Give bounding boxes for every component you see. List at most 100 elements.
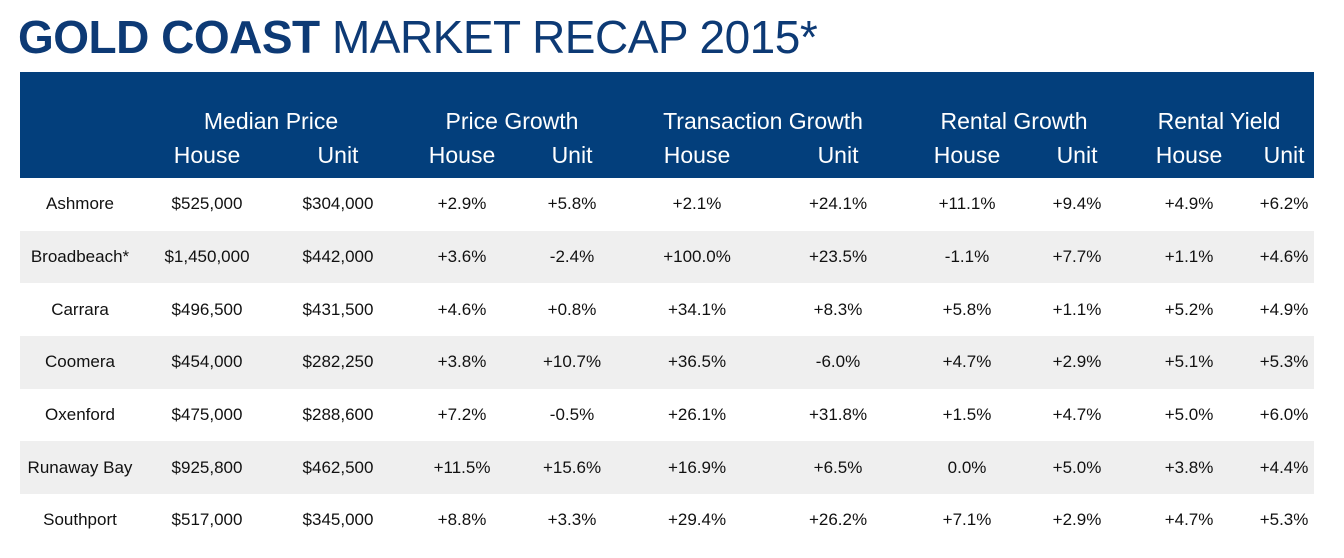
value-cell: $475,000 — [171, 405, 243, 425]
title-rest: MARKET RECAP 2015* — [331, 11, 818, 63]
suburb-name-cell: Coomera — [45, 352, 115, 372]
value-cell: +2.9% — [1052, 352, 1102, 372]
value-cell: +9.4% — [1052, 194, 1102, 214]
header-sub: Unit — [1263, 142, 1305, 168]
suburb-name-cell: Oxenford — [45, 405, 115, 425]
value-cell: +34.1% — [667, 299, 727, 319]
value-cell: $517,000 — [171, 510, 243, 530]
table-row: Southport $517,000 $345,000 +8.8% +3.3% +29.4… — [20, 494, 1315, 547]
market-table: Median Price Price Growth Transaction Gr… — [20, 72, 1315, 547]
header-sub: Unit — [817, 142, 859, 168]
suburb-name-cell: Carrara — [51, 299, 109, 319]
value-cell: +10.7% — [542, 352, 602, 372]
value-cell: -1.1% — [944, 247, 990, 267]
value-cell: +100.0% — [663, 247, 731, 267]
value-cell: +11.1% — [938, 194, 996, 214]
value-cell: +24.1% — [808, 194, 868, 214]
value-cell: $431,500 — [302, 299, 374, 319]
suburb-name-cell: Runaway Bay — [27, 457, 133, 477]
table-row: Broadbeach* $1,450,000 $442,000 +3.6% -2.4% +… — [20, 230, 1315, 284]
value-cell: $925,800 — [171, 457, 243, 477]
value-cell: +5.3% — [1259, 510, 1309, 530]
header-group: Price Growth — [445, 108, 579, 134]
value-cell: +36.5% — [667, 352, 727, 372]
value-cell: $525,000 — [171, 194, 243, 214]
value-cell: +7.7% — [1052, 247, 1102, 267]
value-cell: +4.9% — [1164, 194, 1214, 214]
value-cell: +16.9% — [667, 457, 727, 477]
header-sub: House — [173, 142, 241, 168]
value-cell: +2.9% — [437, 194, 487, 214]
value-cell: +5.8% — [547, 194, 597, 214]
value-cell: +5.8% — [942, 299, 992, 319]
value-cell: +6.0% — [1259, 405, 1309, 425]
value-cell: +31.8% — [808, 405, 868, 425]
header-sub: House — [428, 142, 496, 168]
value-cell: +26.1% — [667, 405, 727, 425]
header-sub: Unit — [551, 142, 593, 168]
table-row: Coomera $454,000 $282,250 +3.8% +10.7% +36.5%… — [20, 336, 1315, 389]
suburb-name-cell: Ashmore — [45, 194, 115, 214]
value-cell: $345,000 — [302, 510, 374, 530]
value-cell: 0.0% — [947, 457, 987, 477]
value-cell: +8.8% — [437, 510, 487, 530]
value-cell: +3.3% — [547, 510, 597, 530]
header-sub: Unit — [1056, 142, 1098, 168]
value-cell: +7.1% — [942, 510, 992, 530]
table-body: Ashmore $525,000 $304,000 +2.9% +5.8% +2.1% +2… — [20, 178, 1315, 547]
value-cell: +29.4% — [667, 510, 727, 530]
header-sub: House — [663, 142, 731, 168]
table-row: Oxenford $475,000 $288,600 +7.2% -0.5% +26.1%… — [20, 388, 1315, 442]
value-cell: +4.7% — [1164, 510, 1214, 530]
value-cell: +1.1% — [1052, 299, 1102, 319]
value-cell: +6.2% — [1259, 194, 1309, 214]
value-cell: +5.0% — [1164, 405, 1214, 425]
header-group: Median Price — [203, 108, 339, 134]
value-cell: +5.2% — [1164, 299, 1214, 319]
value-cell: $1,450,000 — [164, 247, 250, 267]
value-cell: +1.1% — [1164, 247, 1214, 267]
title-bold: GOLD COAST — [18, 11, 320, 63]
header-sub: House — [933, 142, 1001, 168]
value-cell: +0.8% — [547, 299, 597, 319]
value-cell: +3.8% — [1164, 457, 1214, 477]
value-cell: +5.1% — [1164, 352, 1214, 372]
value-cell: -6.0% — [815, 352, 861, 372]
value-cell: +4.4% — [1259, 457, 1309, 477]
value-cell: +7.2% — [437, 405, 487, 425]
value-cell: +4.6% — [1259, 247, 1309, 267]
page-title: GOLD COAST MARKET RECAP 2015* — [18, 8, 818, 66]
table-row: Ashmore $525,000 $304,000 +2.9% +5.8% +2.1% +2… — [20, 178, 1315, 231]
value-cell: +4.6% — [437, 299, 487, 319]
value-cell: -2.4% — [549, 247, 595, 267]
value-cell: $442,000 — [302, 247, 374, 267]
header-corner — [20, 72, 140, 137]
value-cell: $304,000 — [302, 194, 374, 214]
suburb-name-cell: Southport — [43, 510, 117, 530]
header-corner-sub — [20, 137, 140, 178]
value-cell: +1.5% — [942, 405, 992, 425]
header-sub: Unit — [317, 142, 359, 168]
value-cell: +3.6% — [437, 247, 487, 267]
market-table-container: Median Price Price Growth Transaction Gr… — [20, 72, 1315, 547]
value-cell: +4.7% — [1052, 405, 1102, 425]
header-group-row: Median Price Price Growth Transaction Gr… — [20, 72, 1315, 137]
value-cell: +26.2% — [808, 510, 868, 530]
value-cell: +5.0% — [1052, 457, 1102, 477]
value-cell: +5.3% — [1259, 352, 1309, 372]
value-cell: +4.7% — [942, 352, 992, 372]
header-group: Transaction Growth — [663, 108, 863, 134]
table-header: Median Price Price Growth Transaction Gr… — [20, 72, 1315, 178]
value-cell: +2.1% — [672, 194, 722, 214]
value-cell: +6.5% — [813, 457, 863, 477]
value-cell: +23.5% — [808, 247, 868, 267]
header-group: Rental Yield — [1157, 108, 1281, 134]
value-cell: -0.5% — [549, 405, 595, 425]
value-cell: +8.3% — [813, 299, 863, 319]
value-cell: +15.6% — [542, 457, 602, 477]
table-row: Carrara $496,500 $431,500 +4.6% +0.8% +34.1% +… — [20, 283, 1315, 337]
suburb-name-cell: Broadbeach* — [30, 247, 130, 267]
value-cell: +11.5% — [433, 457, 491, 477]
value-cell: +4.9% — [1259, 299, 1309, 319]
header-sub: House — [1155, 142, 1223, 168]
